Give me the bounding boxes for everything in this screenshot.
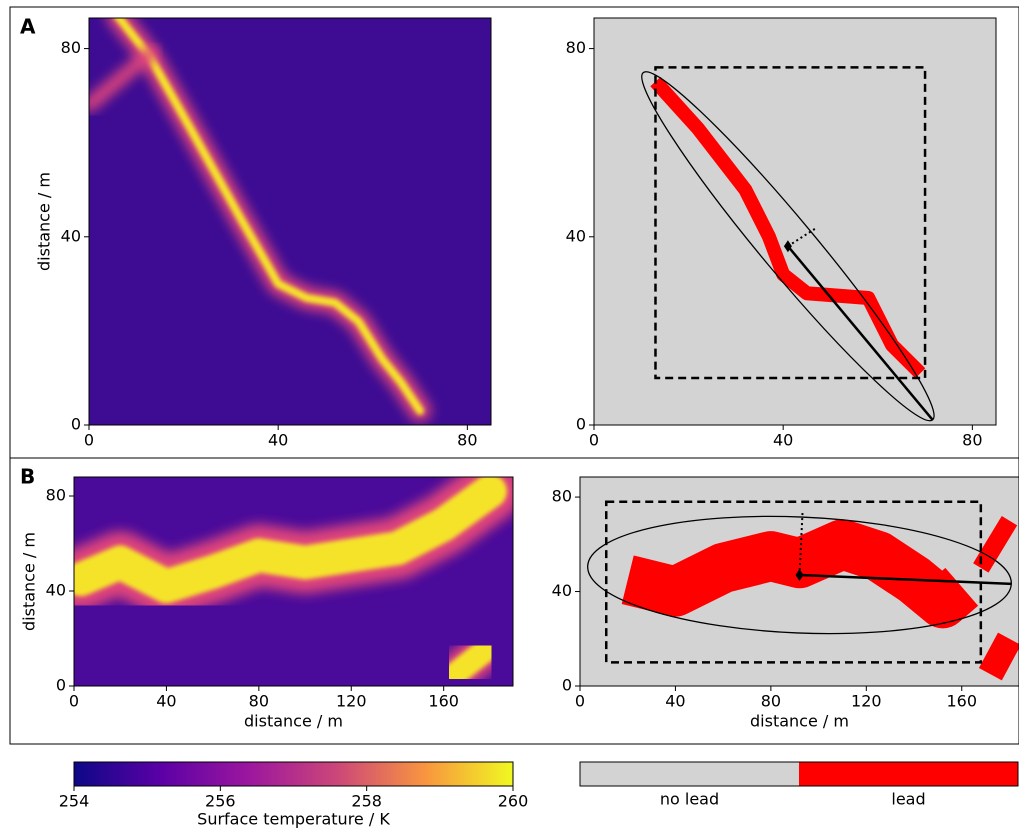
minor-axis (798, 512, 804, 576)
x-tick-label: 160 (946, 692, 977, 711)
x-tick-label: 0 (575, 692, 585, 711)
x-tick-label: 40 (773, 431, 793, 450)
x-tick-label: 120 (336, 692, 367, 711)
legend-label: lead (891, 790, 925, 809)
thermal-glow (89, 46, 158, 113)
lead-mask (621, 519, 979, 629)
x-tick-label: 40 (268, 431, 288, 450)
bounding-box (654, 66, 927, 380)
panel-label: A (20, 15, 36, 39)
x-tick-label: 160 (428, 692, 459, 711)
y-tick-label: 80 (566, 38, 586, 57)
bounding-box (604, 500, 983, 664)
x-tick-label: 120 (851, 692, 882, 711)
legend-label: no lead (660, 790, 719, 809)
lead-mask (978, 632, 1019, 681)
legend-swatch (799, 762, 1018, 786)
axes-frame (73, 476, 514, 687)
colorbar (73, 761, 514, 787)
panel-label: B (20, 465, 35, 489)
thermal-core (114, 18, 425, 415)
image-background (89, 18, 491, 425)
centroid (783, 240, 792, 253)
y-tick-label: 80 (46, 486, 66, 505)
y-tick-label: 0 (562, 676, 572, 695)
frame (9, 457, 1019, 745)
colorbar-tick-label: 260 (498, 792, 529, 811)
legend-frame (579, 761, 1019, 787)
y-axis-label: distance / m (35, 172, 54, 271)
x-tick-label: 80 (457, 431, 477, 450)
x-tick-label: 0 (69, 692, 79, 711)
colorbar-label: Surface temperature / K (197, 810, 390, 829)
plot-area (89, 18, 491, 425)
legend-swatch (580, 762, 799, 786)
axes-frame (579, 476, 1019, 687)
x-tick-label: 40 (156, 692, 176, 711)
x-tick-label: 80 (761, 692, 781, 711)
y-tick-label: 0 (576, 415, 586, 434)
x-axis-label: distance / m (750, 712, 849, 731)
colorbar-tick-label: 258 (351, 792, 382, 811)
major-axis (786, 245, 934, 421)
lead-mask (973, 516, 1018, 573)
colorbar-tick-label: 254 (59, 792, 90, 811)
thermal-core (74, 477, 507, 604)
axes-frame (593, 17, 997, 426)
minor-axis (787, 227, 817, 248)
x-axis-label: distance / m (244, 712, 343, 731)
plot-area (594, 18, 996, 425)
plot-area (580, 477, 1019, 686)
x-tick-label: 0 (84, 431, 94, 450)
y-tick-label: 0 (71, 415, 81, 434)
y-tick-label: 40 (61, 226, 81, 245)
y-tick-label: 80 (552, 487, 572, 506)
y-tick-label: 40 (552, 581, 572, 600)
thermal-core (443, 638, 498, 686)
y-tick-label: 40 (566, 226, 586, 245)
colorbar-tick-label: 256 (205, 792, 236, 811)
y-tick-label: 0 (56, 676, 66, 695)
x-tick-label: 80 (249, 692, 269, 711)
y-tick-label: 80 (61, 38, 81, 57)
y-axis-label: distance / m (20, 532, 39, 631)
centroid (795, 569, 804, 582)
plot-area (74, 477, 513, 686)
x-tick-label: 80 (962, 431, 982, 450)
axes-frame (88, 17, 492, 426)
y-tick-label: 40 (46, 581, 66, 600)
x-tick-label: 40 (665, 692, 685, 711)
lead-mask (650, 76, 926, 379)
major-axis (799, 573, 1012, 586)
x-tick-label: 0 (589, 431, 599, 450)
